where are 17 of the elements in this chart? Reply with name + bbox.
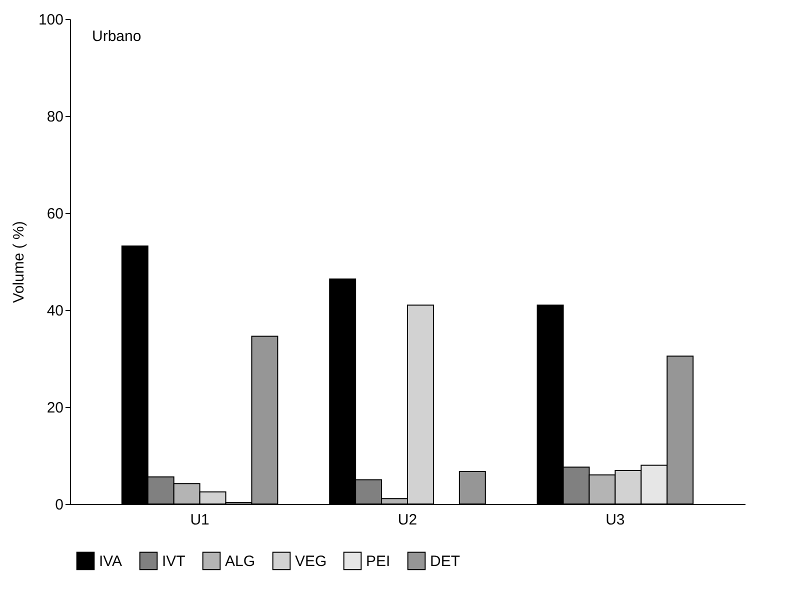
legend-label: IVT [162, 552, 186, 570]
x-tick-label: U2 [398, 512, 418, 528]
x-tick-label: U3 [606, 512, 625, 528]
y-tick-label: 100 [38, 12, 64, 28]
legend-label: DET [430, 552, 460, 570]
y-tick-label: 80 [46, 108, 64, 126]
annotation: Urbano [92, 28, 142, 45]
y-tick-label: 0 [55, 496, 64, 514]
x-tick-label: U1 [190, 512, 210, 528]
legend-label: ALG [225, 552, 256, 570]
legend-label: VEG [295, 552, 327, 570]
y-tick-label: 60 [46, 206, 64, 222]
y-axis-title: Volume ( %) [10, 221, 28, 303]
y-tick-label: 40 [46, 302, 64, 320]
y-tick-label: 20 [46, 400, 64, 416]
legend-label: IVA [99, 552, 122, 570]
legend-label: PEI [366, 552, 390, 570]
